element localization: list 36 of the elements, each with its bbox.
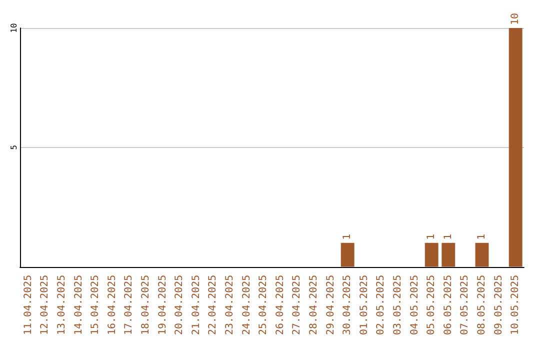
x-tick-label: 19.04.2025 bbox=[157, 274, 168, 336]
data-label: 10 bbox=[510, 12, 522, 25]
x-tick-label: 24.04.2025 bbox=[241, 274, 252, 336]
x-tick-label: 14.04.2025 bbox=[73, 274, 84, 336]
data-label: 1 bbox=[426, 234, 438, 240]
x-tick-label: 23.04.2025 bbox=[224, 274, 236, 336]
x-tick-label: 05.05.2025 bbox=[426, 274, 438, 336]
x-tick-label: 11.04.2025 bbox=[22, 274, 34, 336]
x-tick-label: 15.04.2025 bbox=[90, 274, 102, 336]
x-tick-label: 02.05.2025 bbox=[376, 274, 387, 336]
x-tick-label: 25.04.2025 bbox=[258, 274, 270, 336]
x-tick-label: 16.04.2025 bbox=[106, 274, 118, 336]
x-tick-label: 18.04.2025 bbox=[140, 274, 152, 336]
x-tick-label: 01.05.2025 bbox=[358, 274, 370, 336]
x-tick-label: 07.05.2025 bbox=[460, 274, 471, 336]
x-tick-label: 20.04.2025 bbox=[174, 274, 186, 336]
x-tick-label: 04.05.2025 bbox=[409, 274, 420, 336]
x-tick-label: 10.05.2025 bbox=[510, 274, 522, 336]
x-tick-label: 09.05.2025 bbox=[493, 274, 504, 336]
x-tick-label: 06.05.2025 bbox=[442, 274, 454, 336]
x-tick-label: 03.05.2025 bbox=[392, 274, 404, 336]
data-label: 1 bbox=[442, 234, 454, 240]
x-tick-label: 27.04.2025 bbox=[292, 274, 303, 336]
x-tick-label: 22.04.2025 bbox=[208, 274, 219, 336]
x-tick-label: 12.04.2025 bbox=[40, 274, 51, 336]
data-label: 1 bbox=[476, 234, 488, 240]
x-tick-label: 08.05.2025 bbox=[476, 274, 488, 336]
x-tick-label: 30.04.2025 bbox=[342, 274, 354, 336]
x-tick-label: 29.04.2025 bbox=[325, 274, 336, 336]
x-tick-label: 13.04.2025 bbox=[56, 274, 68, 336]
x-tick-label: 17.04.2025 bbox=[124, 274, 135, 336]
data-label: 1 bbox=[342, 234, 354, 240]
y-tick-label: 5 bbox=[10, 144, 18, 150]
x-tick-label: 26.04.2025 bbox=[274, 274, 286, 336]
x-tick-label: 28.04.2025 bbox=[308, 274, 320, 336]
x-tick-label: 21.04.2025 bbox=[190, 274, 202, 336]
